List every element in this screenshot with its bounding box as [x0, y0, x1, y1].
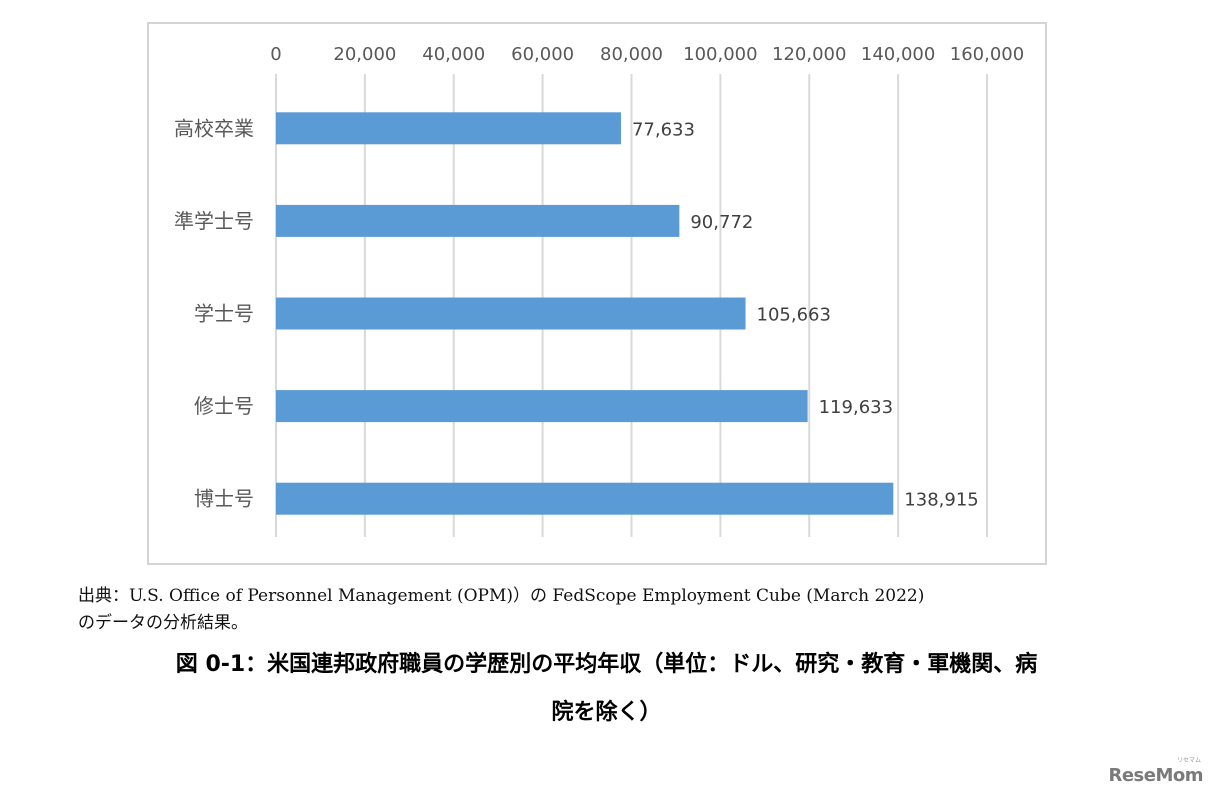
logo-ruby-text: リセマム — [1176, 757, 1201, 764]
category-label: 修士号 — [194, 394, 254, 418]
category-label: 学士号 — [194, 302, 254, 326]
bar — [276, 297, 746, 330]
x-tick-label: 140,000 — [861, 44, 935, 65]
category-label: 高校卒業 — [174, 116, 254, 140]
figure-caption-line-2: 院を除く） — [551, 700, 662, 725]
data-label: 77,633 — [632, 119, 695, 140]
figure-caption-line-1: 図 0-1：米国連邦政府職員の学歴別の平均年収（単位：ドル、研究・教育・軍機関、… — [175, 652, 1038, 677]
bar — [276, 390, 808, 423]
category-label: 博士号 — [194, 487, 254, 511]
data-label: 105,663 — [757, 305, 831, 326]
x-tick-label: 20,000 — [333, 44, 396, 65]
source-note-line-2: のデータの分析結果。 — [78, 613, 248, 633]
resemom-logo: ReseMom — [1108, 765, 1203, 786]
bar — [276, 482, 894, 515]
chart-frame: 0 20,000 40,000 60,000 80,000 100,000 120,000 1… — [147, 22, 1047, 565]
x-tick-label: 80,000 — [600, 44, 663, 65]
x-tick-label: 0 — [270, 44, 281, 65]
x-tick-label: 120,000 — [772, 44, 846, 65]
x-tick-label: 100,000 — [683, 44, 757, 65]
x-tick-label: 160,000 — [950, 44, 1024, 65]
data-label: 138,915 — [904, 490, 978, 511]
data-label: 90,772 — [690, 212, 753, 233]
x-tick-label: 40,000 — [422, 44, 485, 65]
source-note-line-1: 出典：U.S. Office of Personnel Management (… — [78, 586, 925, 606]
data-label: 119,633 — [819, 397, 893, 418]
category-label: 準学士号 — [174, 209, 254, 233]
x-tick-label: 60,000 — [511, 44, 574, 65]
bar-chart: 0 20,000 40,000 60,000 80,000 100,000 120,000 1… — [174, 44, 1024, 537]
bar — [276, 204, 680, 237]
bar — [276, 112, 621, 145]
